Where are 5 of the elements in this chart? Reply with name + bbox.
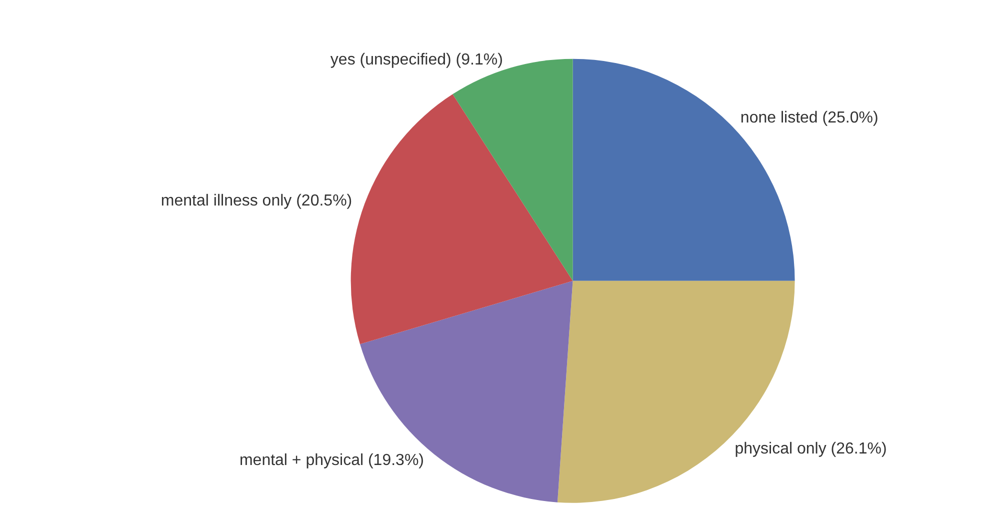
slice-label: yes (unspecified) (9.1%): [330, 52, 503, 69]
slice-label: none listed (25.0%): [740, 110, 878, 127]
slice-label: physical only (26.1%): [734, 440, 887, 458]
slice-label: mental + physical (19.3%): [239, 452, 424, 469]
slice-label: mental illness only (20.5%): [160, 192, 352, 210]
